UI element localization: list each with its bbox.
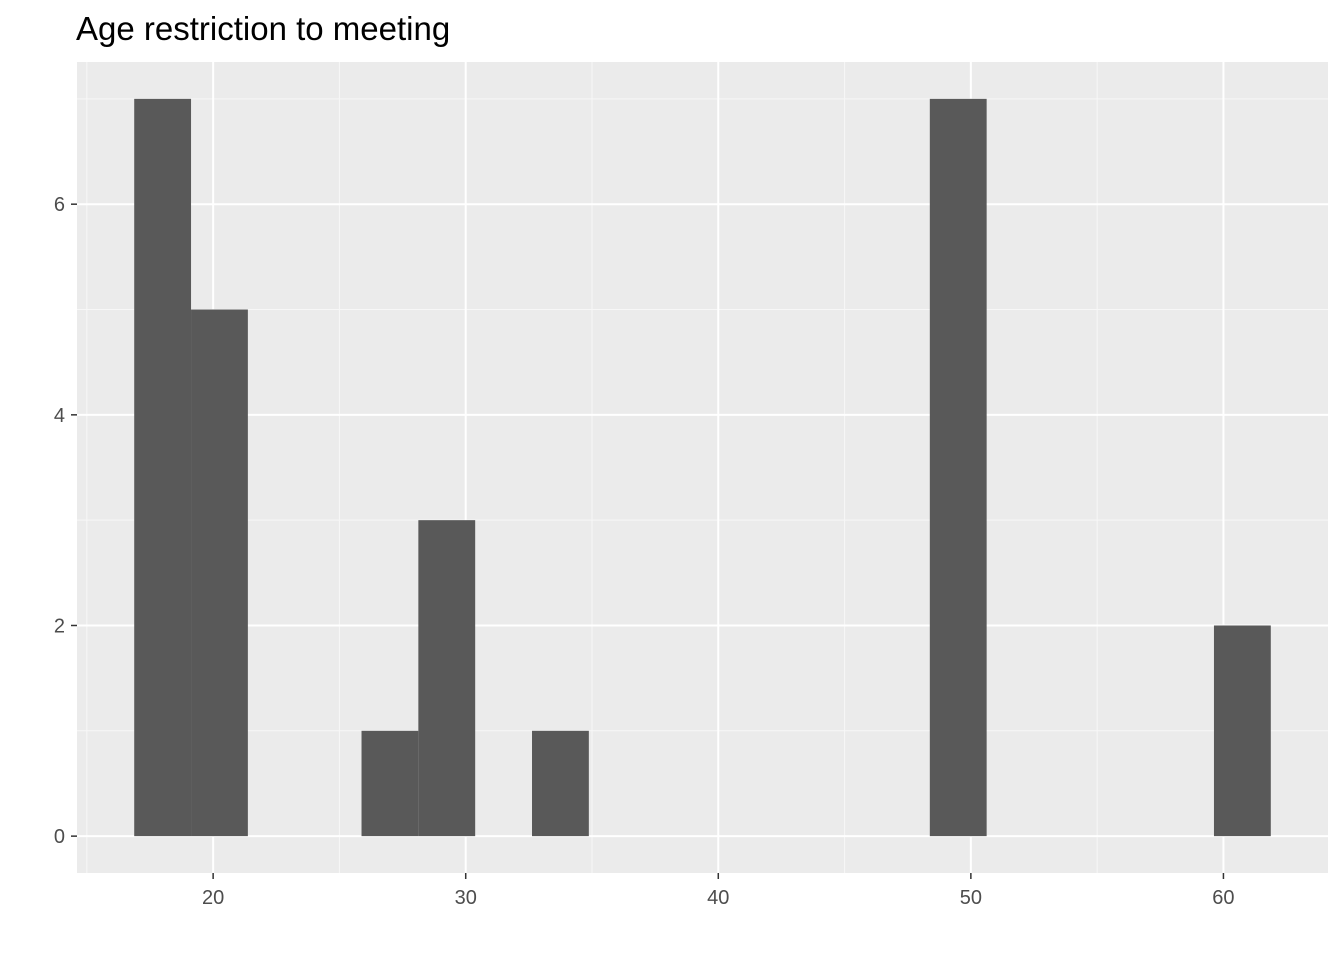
x-tick-label: 20 <box>202 887 224 909</box>
x-tick-label: 40 <box>707 887 729 909</box>
y-tick-label: 6 <box>54 194 65 216</box>
histogram-bar <box>191 309 248 837</box>
y-axis: 0 2 4 6 <box>54 194 77 848</box>
histogram-bar <box>418 520 476 837</box>
plot-panel-background <box>77 62 1328 873</box>
x-tick-label: 50 <box>960 887 982 909</box>
histogram-bar <box>929 98 987 837</box>
x-tick-label: 30 <box>455 887 477 909</box>
histogram-bar <box>1213 625 1271 837</box>
y-tick-label: 0 <box>54 826 65 848</box>
histogram-bar <box>134 98 192 837</box>
histogram-bar <box>361 730 419 837</box>
minor-gridlines <box>77 62 1328 873</box>
chart-title: Age restriction to meeting <box>76 10 451 47</box>
y-tick-label: 4 <box>54 405 65 427</box>
y-tick-label: 2 <box>54 615 65 637</box>
histogram-bars <box>134 98 1271 837</box>
x-tick-label: 60 <box>1212 887 1234 909</box>
histogram-bar <box>532 730 589 837</box>
x-axis: 20 30 40 50 60 <box>202 873 1235 909</box>
